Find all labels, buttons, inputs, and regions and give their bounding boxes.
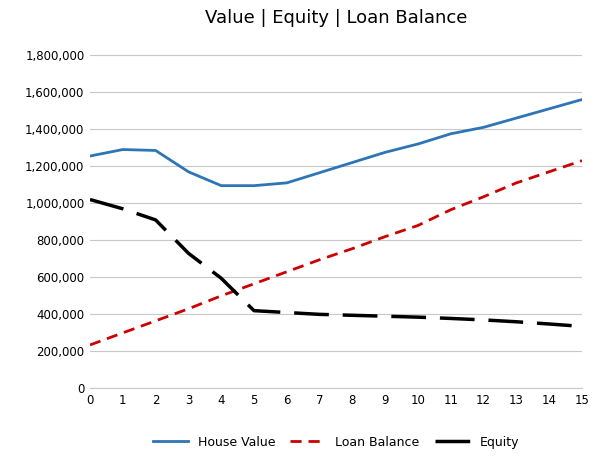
- House Value: [152, 148, 159, 153]
- Loan Balance: [447, 207, 454, 213]
- House Value: [283, 180, 290, 186]
- Equity: [119, 206, 127, 212]
- House Value: [250, 183, 257, 188]
- Loan Balance: [152, 318, 159, 324]
- Title: Value | Equity | Loan Balance: Value | Equity | Loan Balance: [205, 9, 467, 27]
- House Value: [218, 183, 225, 188]
- House Value: [382, 149, 389, 155]
- Equity: [447, 316, 454, 321]
- Equity: [578, 324, 586, 329]
- Loan Balance: [316, 257, 323, 262]
- Equity: [218, 276, 225, 281]
- House Value: [415, 141, 422, 147]
- Line: House Value: House Value: [90, 100, 582, 186]
- Equity: [283, 310, 290, 315]
- Equity: [349, 313, 356, 318]
- Loan Balance: [218, 293, 225, 298]
- Equity: [545, 321, 553, 327]
- Loan Balance: [86, 342, 94, 348]
- Equity: [185, 250, 192, 256]
- House Value: [480, 125, 487, 130]
- Equity: [250, 308, 257, 314]
- Loan Balance: [480, 194, 487, 200]
- Loan Balance: [185, 306, 192, 312]
- Equity: [86, 197, 94, 202]
- Loan Balance: [119, 330, 127, 335]
- Line: Equity: Equity: [90, 200, 582, 326]
- Loan Balance: [415, 223, 422, 228]
- House Value: [513, 115, 520, 121]
- Equity: [382, 314, 389, 319]
- Equity: [480, 317, 487, 323]
- House Value: [316, 170, 323, 175]
- Loan Balance: [250, 281, 257, 287]
- Equity: [152, 217, 159, 223]
- Loan Balance: [513, 180, 520, 186]
- House Value: [119, 147, 127, 152]
- House Value: [86, 153, 94, 159]
- House Value: [578, 97, 586, 102]
- Loan Balance: [349, 246, 356, 251]
- Loan Balance: [382, 234, 389, 239]
- House Value: [349, 160, 356, 165]
- Legend: House Value, Loan Balance, Equity: House Value, Loan Balance, Equity: [146, 430, 526, 455]
- Loan Balance: [545, 169, 553, 175]
- Loan Balance: [283, 269, 290, 275]
- House Value: [447, 131, 454, 137]
- Equity: [316, 312, 323, 317]
- Loan Balance: [578, 158, 586, 164]
- House Value: [545, 106, 553, 112]
- Equity: [513, 319, 520, 324]
- House Value: [185, 169, 192, 175]
- Equity: [415, 314, 422, 320]
- Line: Loan Balance: Loan Balance: [90, 161, 582, 345]
